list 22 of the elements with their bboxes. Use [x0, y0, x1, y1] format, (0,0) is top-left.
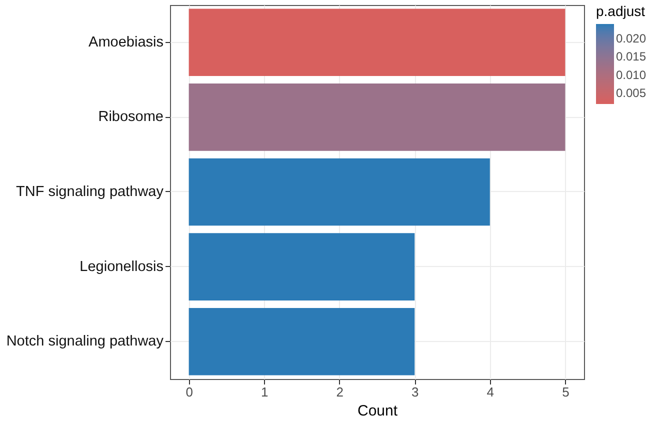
color-bar-title: p.adjust — [596, 3, 646, 19]
x-axis-title: Count — [357, 402, 398, 420]
color-bar-label: 0.015 — [616, 50, 646, 64]
x-tick-label: 4 — [486, 384, 494, 400]
bar — [188, 84, 566, 151]
y-tick-label: Amoebiasis — [88, 34, 164, 50]
y-tick-label: Ribosome — [98, 109, 164, 126]
bar — [188, 158, 490, 226]
color-bar-label: 0.020 — [616, 32, 646, 46]
color-bar-label: 0.005 — [616, 86, 646, 100]
y-tick-label: Legionellosis — [80, 258, 164, 275]
color-bar-label: 0.010 — [616, 68, 646, 82]
x-tick-label: 3 — [412, 384, 419, 400]
y-tick-label: TNF signaling pathway — [16, 184, 164, 200]
x-tick-label: 1 — [260, 384, 268, 400]
bar — [188, 233, 415, 300]
y-tick-label: Notch signaling pathway — [6, 334, 164, 350]
x-tick-label: 2 — [336, 384, 344, 400]
x-tick-label: 5 — [562, 384, 570, 400]
bar — [188, 308, 415, 376]
x-tick-label: 0 — [186, 384, 193, 400]
bar — [188, 8, 566, 76]
